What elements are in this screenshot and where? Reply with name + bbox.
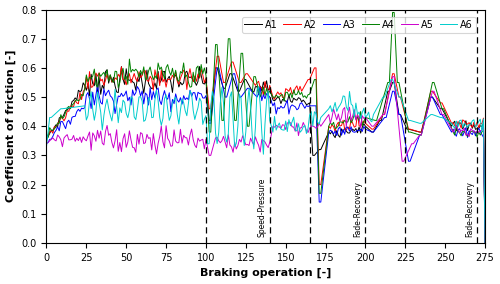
A1 bbox=[101, 87, 107, 90]
A2 bbox=[101, 84, 107, 87]
A6 bbox=[101, 114, 107, 117]
A6 bbox=[348, 102, 354, 106]
A6 bbox=[206, 142, 212, 145]
A5 bbox=[272, 126, 278, 129]
A4 bbox=[348, 121, 354, 125]
A5 bbox=[305, 131, 311, 134]
A5 bbox=[206, 154, 212, 157]
A4 bbox=[305, 93, 311, 97]
A3 bbox=[44, 142, 50, 145]
A2 bbox=[214, 55, 220, 58]
A1 bbox=[196, 65, 202, 68]
A6 bbox=[305, 127, 311, 130]
A1 bbox=[44, 132, 50, 136]
Text: Fade-Recovery: Fade-Recovery bbox=[465, 181, 474, 237]
Text: Fade-Recovery: Fade-Recovery bbox=[354, 181, 362, 237]
A1 bbox=[273, 97, 279, 101]
Line: A4: A4 bbox=[46, 12, 485, 243]
A3 bbox=[101, 87, 107, 91]
A4 bbox=[390, 11, 396, 14]
Line: A5: A5 bbox=[46, 77, 485, 243]
A3 bbox=[268, 100, 274, 103]
Text: Speed-Pressure: Speed-Pressure bbox=[258, 178, 266, 237]
A2 bbox=[206, 107, 212, 110]
A3 bbox=[306, 104, 312, 108]
Legend: A1, A2, A3, A4, A5, A6: A1, A2, A3, A4, A5, A6 bbox=[242, 17, 476, 33]
A2 bbox=[44, 138, 50, 142]
A5 bbox=[348, 119, 354, 122]
A6 bbox=[482, 241, 488, 245]
A1 bbox=[208, 119, 214, 122]
A4 bbox=[101, 71, 107, 74]
A3 bbox=[214, 66, 220, 70]
A2 bbox=[482, 241, 488, 245]
Line: A2: A2 bbox=[46, 56, 485, 243]
A2 bbox=[273, 93, 279, 97]
A1 bbox=[306, 101, 312, 105]
A4 bbox=[272, 96, 278, 99]
A5 bbox=[390, 75, 396, 78]
A4 bbox=[44, 136, 50, 140]
A4 bbox=[482, 241, 488, 245]
A2 bbox=[350, 122, 356, 125]
Y-axis label: Coefficient of friction [-]: Coefficient of friction [-] bbox=[6, 50, 16, 202]
A3 bbox=[273, 112, 279, 116]
A5 bbox=[101, 143, 107, 147]
A1 bbox=[482, 241, 488, 245]
A2 bbox=[306, 78, 312, 81]
A2 bbox=[268, 89, 274, 93]
Line: A1: A1 bbox=[46, 66, 485, 243]
A3 bbox=[482, 241, 488, 245]
A4 bbox=[206, 130, 212, 134]
A4 bbox=[267, 89, 273, 93]
A3 bbox=[206, 122, 212, 125]
Line: A6: A6 bbox=[46, 80, 485, 243]
A6 bbox=[44, 145, 50, 148]
A5 bbox=[267, 141, 273, 144]
A6 bbox=[267, 119, 273, 122]
A6 bbox=[272, 115, 278, 118]
A1 bbox=[268, 92, 274, 96]
Line: A3: A3 bbox=[46, 68, 485, 243]
A5 bbox=[44, 142, 50, 145]
A3 bbox=[350, 130, 356, 133]
A1 bbox=[350, 128, 356, 131]
X-axis label: Braking operation [-]: Braking operation [-] bbox=[200, 268, 332, 278]
A6 bbox=[388, 78, 394, 81]
A5 bbox=[482, 241, 488, 245]
